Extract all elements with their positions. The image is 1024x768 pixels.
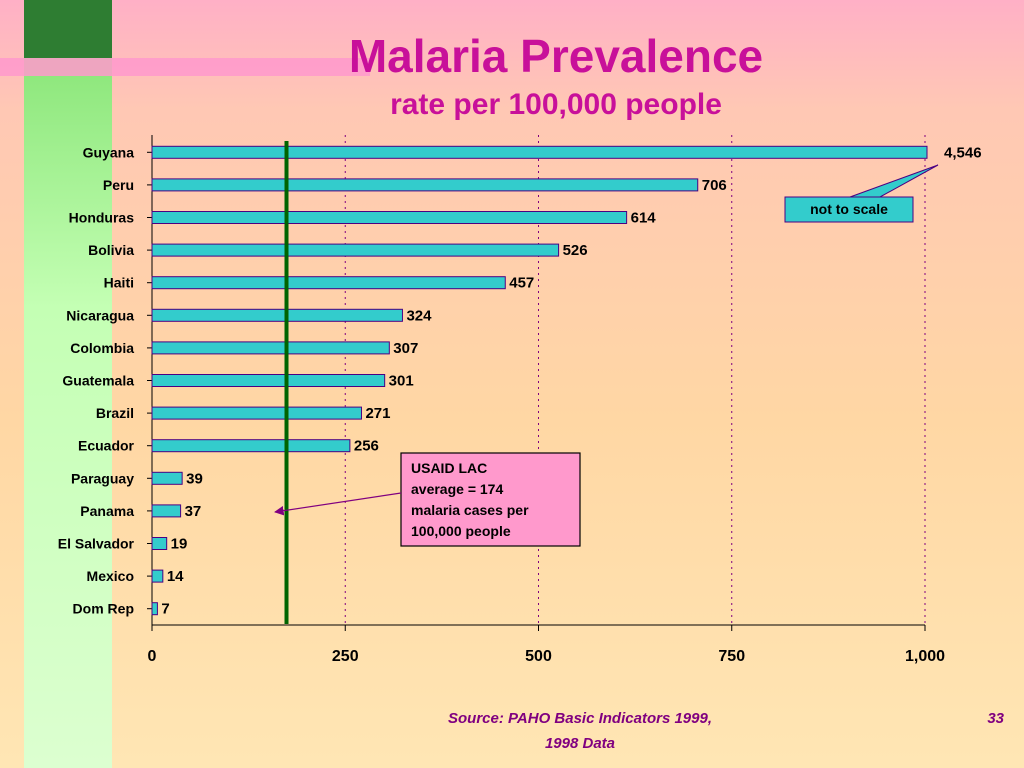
category-label: Nicaragua xyxy=(66,307,134,323)
callout-box xyxy=(784,196,914,223)
category-label: Paraguay xyxy=(71,470,134,486)
category-label: Guatemala xyxy=(62,373,134,389)
callout-pointer xyxy=(849,164,939,198)
bar xyxy=(151,471,183,485)
average-callout-box xyxy=(400,452,581,547)
data-label: 271 xyxy=(365,405,390,422)
average-callout: USAID LAC average = 174 malaria cases pe… xyxy=(274,452,581,547)
bar xyxy=(151,341,390,355)
data-label: 14 xyxy=(167,568,184,585)
x-tick-label: 500 xyxy=(525,648,552,665)
average-callout-line-4: 100,000 people xyxy=(411,523,511,539)
x-tick-label: 250 xyxy=(332,648,359,665)
bar xyxy=(151,243,560,257)
category-label: Haiti xyxy=(104,275,134,291)
bar xyxy=(151,439,351,453)
bar xyxy=(151,569,164,583)
data-label: 301 xyxy=(389,373,414,390)
category-label: Mexico xyxy=(87,568,134,584)
average-callout-line-1: USAID LAC xyxy=(411,460,487,476)
left-green-strip xyxy=(24,0,112,768)
bar xyxy=(151,145,928,159)
bar xyxy=(151,276,506,290)
category-label: Panama xyxy=(80,503,134,519)
source-line-2: 1998 Data xyxy=(545,735,615,752)
bar xyxy=(151,374,386,387)
data-label: 39 xyxy=(186,470,203,487)
bar xyxy=(151,178,699,192)
top-dark-green-block xyxy=(24,0,112,58)
category-label: Dom Rep xyxy=(73,601,134,617)
data-label: 706 xyxy=(702,177,727,194)
category-label: Guyana xyxy=(83,144,135,160)
category-label: Honduras xyxy=(69,210,135,226)
slide-title: Malaria Prevalence xyxy=(349,30,763,82)
slide-subtitle: rate per 100,000 people xyxy=(390,88,722,121)
page-number: 33 xyxy=(987,710,1004,727)
not-to-scale-callout: not to scale xyxy=(784,164,939,223)
scale-note-text: not to scale xyxy=(810,201,888,217)
data-label: 457 xyxy=(509,275,534,292)
source-line-1: Source: PAHO Basic Indicators 1999, xyxy=(448,710,712,727)
data-label: 526 xyxy=(563,242,588,259)
average-callout-line-3: malaria cases per xyxy=(411,502,529,518)
data-label: 19 xyxy=(171,536,188,553)
bar xyxy=(151,602,158,616)
bar xyxy=(151,406,362,420)
category-label: Bolivia xyxy=(88,242,134,258)
category-label: Ecuador xyxy=(78,438,135,454)
category-label: Peru xyxy=(103,177,134,193)
average-callout-line-2: average = 174 xyxy=(411,481,503,497)
data-label: 256 xyxy=(354,438,379,455)
bar-chart: 0 250 500 750 1,000 Guyana 4,546 Peru 706 Hondura… xyxy=(58,135,982,665)
bar xyxy=(151,308,403,322)
x-tick-label: 1,000 xyxy=(905,648,945,665)
data-label: 614 xyxy=(631,210,657,227)
category-label: Colombia xyxy=(70,340,134,356)
pink-horizontal-band xyxy=(0,58,370,76)
average-callout-arrow xyxy=(274,492,402,516)
category-label: Brazil xyxy=(96,405,134,421)
data-label: 324 xyxy=(406,307,432,324)
bar xyxy=(151,211,628,224)
data-label: 7 xyxy=(161,601,169,618)
bar xyxy=(151,504,182,518)
bar xyxy=(151,537,168,550)
data-label: 4,546 xyxy=(944,144,982,161)
data-label: 37 xyxy=(185,503,202,520)
category-label: El Salvador xyxy=(58,536,135,552)
x-tick-label: 0 xyxy=(148,648,157,665)
x-tick-label: 750 xyxy=(718,648,745,665)
data-label: 307 xyxy=(393,340,418,357)
